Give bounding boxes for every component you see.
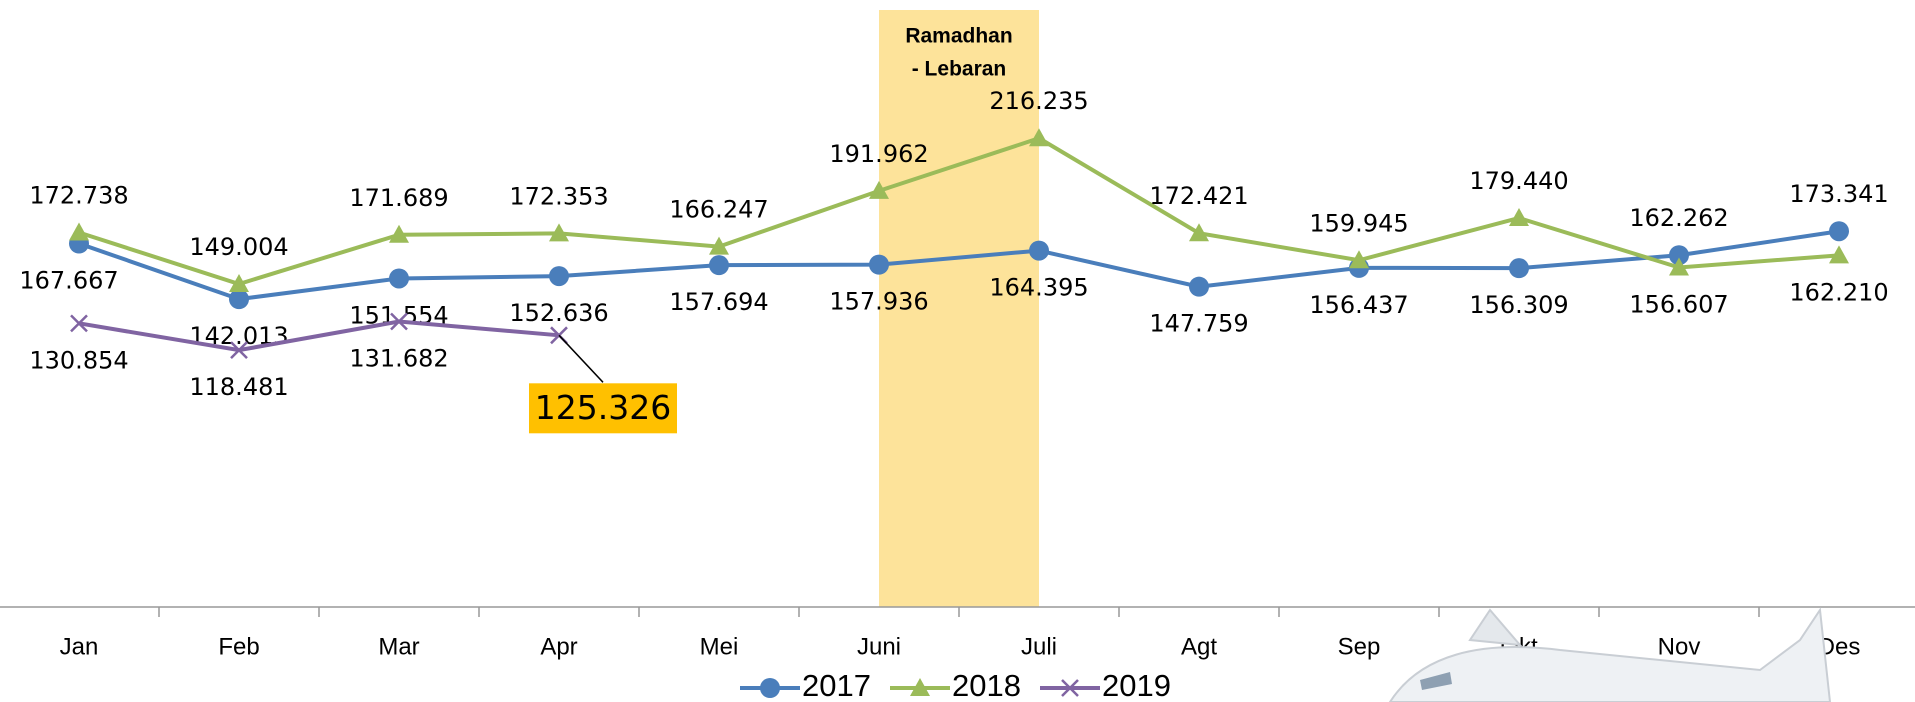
marker — [869, 180, 889, 199]
x-tick-label: Nov — [1658, 633, 1701, 660]
x-tick-label: Apr — [540, 633, 577, 660]
data-label: 152.636 — [509, 299, 608, 327]
series-line — [78, 229, 1840, 302]
marker — [709, 236, 729, 255]
data-label: 191.962 — [829, 140, 928, 168]
annotation-text: Ramadhan — [905, 25, 1012, 48]
marker — [709, 255, 729, 276]
marker — [1509, 258, 1529, 279]
x-tick-label: Feb — [218, 633, 259, 660]
marker — [70, 314, 88, 333]
data-label: 149.004 — [189, 233, 288, 261]
data-label: 172.421 — [1149, 182, 1248, 210]
series-1: 172.738 149.004 171.689 172.353 166.247 191.9… — [29, 87, 1888, 318]
x-tick-label: Mar — [378, 633, 419, 660]
marker — [1829, 221, 1849, 242]
data-label: 167.667 — [19, 267, 118, 295]
data-label: 130.854 — [29, 346, 128, 374]
marker — [390, 312, 408, 331]
airplane — [1388, 607, 1832, 702]
x-tick-label: Juli — [1021, 633, 1057, 660]
series-line — [78, 136, 1840, 287]
marker — [869, 254, 889, 275]
data-label: 216.235 — [989, 87, 1088, 115]
marker — [1669, 257, 1689, 276]
data-label: 159.945 — [1309, 209, 1408, 237]
data-label: 171.689 — [349, 184, 448, 212]
highlight-band — [879, 10, 1039, 607]
data-label: 156.309 — [1469, 291, 1568, 319]
legend-label: 2019 — [1102, 668, 1171, 702]
data-label: 131.682 — [349, 345, 448, 373]
data-label: 172.353 — [509, 182, 608, 210]
data-label: 157.936 — [829, 288, 928, 316]
legend-item: 2018 — [890, 668, 1021, 702]
data-label: 172.738 — [29, 182, 128, 210]
annotation-text: - Lebaran — [912, 58, 1007, 81]
data-label: 156.607 — [1629, 290, 1728, 318]
marker — [229, 273, 249, 292]
marker — [1029, 128, 1049, 147]
x-tick-label: Mei — [700, 633, 739, 660]
marker — [1189, 276, 1209, 297]
legend-label: 2018 — [952, 668, 1021, 702]
data-label: 118.481 — [189, 373, 288, 401]
highlight-label-box — [529, 383, 677, 434]
marker — [389, 268, 409, 289]
x-tick-label: Agt — [1181, 633, 1217, 660]
x-tick-label: Juni — [857, 633, 901, 660]
data-label: 164.395 — [989, 274, 1088, 302]
legend-item: 2017 — [740, 668, 871, 702]
marker — [69, 222, 89, 241]
data-label: 162.262 — [1629, 204, 1728, 232]
marker — [230, 341, 248, 360]
legend-label: 2017 — [802, 668, 871, 702]
marker — [1829, 245, 1849, 264]
legend-item: 2019 — [1040, 668, 1171, 702]
data-label: 173.341 — [1789, 180, 1888, 208]
marker — [229, 289, 249, 310]
data-label: 166.247 — [669, 196, 768, 224]
marker — [910, 678, 930, 696]
series-2: 130.854 118.481 131.682 125.326 — [29, 312, 677, 434]
x-tick-label: Sep — [1338, 633, 1381, 660]
marker — [760, 678, 780, 698]
marker — [1189, 223, 1209, 242]
data-label: 157.694 — [669, 288, 768, 316]
marker — [1029, 240, 1049, 261]
data-label: 156.437 — [1309, 291, 1408, 319]
marker — [1349, 250, 1369, 269]
marker — [1509, 207, 1529, 226]
data-label: 162.210 — [1789, 278, 1888, 306]
x-tick-label: Jan — [60, 633, 99, 660]
data-label: 179.440 — [1469, 167, 1568, 195]
marker — [1669, 245, 1689, 266]
marker — [1061, 679, 1079, 697]
leader-line — [558, 334, 604, 383]
series-line — [78, 319, 560, 353]
data-label: 147.759 — [1149, 310, 1248, 338]
marker — [389, 224, 409, 243]
data-label: 125.326 — [535, 388, 671, 427]
marker — [549, 223, 569, 242]
marker — [549, 266, 569, 287]
